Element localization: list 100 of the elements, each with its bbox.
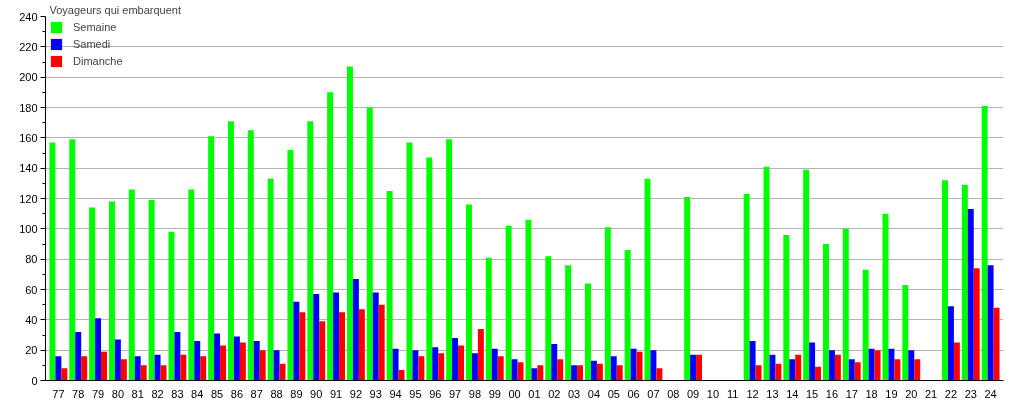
bar	[636, 351, 643, 381]
bar	[458, 345, 465, 381]
bar	[446, 139, 453, 381]
bar	[604, 227, 611, 381]
bar	[809, 342, 816, 381]
legend-label: Semaine	[73, 21, 117, 33]
y-tick-label: 180	[19, 101, 38, 114]
y-tick-label: 60	[25, 283, 38, 296]
bar	[61, 368, 68, 381]
bar	[452, 338, 459, 381]
bar	[610, 356, 617, 381]
bar	[267, 178, 274, 381]
x-tick-label: 10	[706, 387, 720, 400]
bar	[412, 350, 419, 381]
bar	[947, 306, 954, 381]
bar	[465, 204, 472, 381]
x-tick-label: 08	[667, 387, 680, 400]
bar	[584, 283, 591, 381]
bar	[120, 359, 127, 381]
x-tick-label: 15	[805, 387, 819, 400]
bar	[571, 365, 578, 381]
x-tick-label: 14	[786, 387, 799, 400]
bar	[220, 345, 226, 381]
bar	[914, 359, 921, 381]
bar	[834, 354, 841, 381]
bar	[227, 121, 234, 381]
bar	[551, 344, 558, 381]
bar	[378, 304, 385, 381]
bar	[743, 193, 750, 381]
bar	[823, 244, 829, 381]
y-tick-label: 0	[31, 374, 38, 387]
bar	[517, 362, 524, 381]
y-tick-label: 200	[19, 71, 38, 84]
bar	[842, 228, 849, 381]
bar	[828, 350, 835, 381]
bar	[565, 265, 572, 381]
x-tick-label: 09	[686, 387, 700, 400]
y-tick-label: 80	[25, 253, 38, 266]
bar	[55, 356, 62, 381]
bar	[491, 348, 498, 381]
x-tick-label: 21	[924, 387, 938, 400]
x-tick-label: 96	[429, 387, 442, 400]
bar	[511, 359, 518, 381]
bar	[259, 350, 266, 381]
x-tick-label: 03	[567, 387, 581, 400]
x-tick-label: 92	[349, 387, 363, 400]
bar	[803, 169, 810, 381]
x-tick-label: 77	[52, 387, 65, 400]
bar	[650, 350, 657, 381]
x-tick-label: 04	[587, 387, 601, 400]
bar	[477, 328, 484, 381]
bar	[616, 365, 623, 381]
legend-label: Samedi	[73, 38, 111, 50]
x-tick-label: 22	[944, 387, 958, 400]
x-tick-label: 07	[647, 387, 660, 400]
bar	[148, 200, 155, 381]
bar	[346, 66, 353, 381]
x-tick-label: 19	[885, 387, 898, 400]
x-tick-label: 93	[369, 387, 382, 400]
bar	[273, 350, 280, 381]
bar	[545, 256, 552, 381]
bar	[596, 363, 603, 381]
x-tick-label: 02	[548, 387, 561, 400]
y-tick-label: 140	[19, 162, 38, 175]
bar	[815, 366, 822, 381]
x-tick-label: 00	[508, 387, 521, 400]
bar	[696, 354, 703, 381]
x-tick-label: 91	[329, 387, 343, 400]
bar	[75, 331, 82, 381]
x-tick-label: 84	[191, 387, 204, 400]
bar	[749, 341, 756, 381]
bar	[418, 356, 425, 381]
x-tick-label: 87	[250, 387, 263, 400]
bar	[307, 121, 314, 381]
bar	[525, 219, 532, 381]
bar	[531, 368, 538, 381]
y-tick-label: 120	[19, 192, 38, 205]
y-tick-label: 240	[19, 10, 38, 23]
bar	[299, 312, 306, 381]
x-tick-label: 85	[210, 387, 224, 400]
bar	[624, 250, 631, 381]
x-tick-label: 83	[171, 387, 184, 400]
bar	[755, 365, 762, 381]
x-tick-label: 82	[151, 387, 164, 400]
x-tick-label: 89	[290, 387, 303, 400]
bar	[894, 359, 901, 381]
bar	[987, 265, 994, 381]
x-tick-label: 86	[230, 387, 244, 400]
bar	[319, 321, 326, 381]
x-tick-label: 99	[488, 387, 501, 400]
bar	[313, 294, 320, 381]
bar	[862, 269, 869, 381]
x-tick-label: 05	[607, 387, 620, 400]
bar	[993, 307, 1000, 381]
bar	[630, 348, 637, 381]
x-tick-label: 20	[905, 387, 918, 400]
bar	[888, 348, 895, 381]
bar	[656, 368, 663, 381]
x-tick-label: 79	[91, 387, 105, 400]
x-tick-label: 81	[131, 387, 144, 400]
